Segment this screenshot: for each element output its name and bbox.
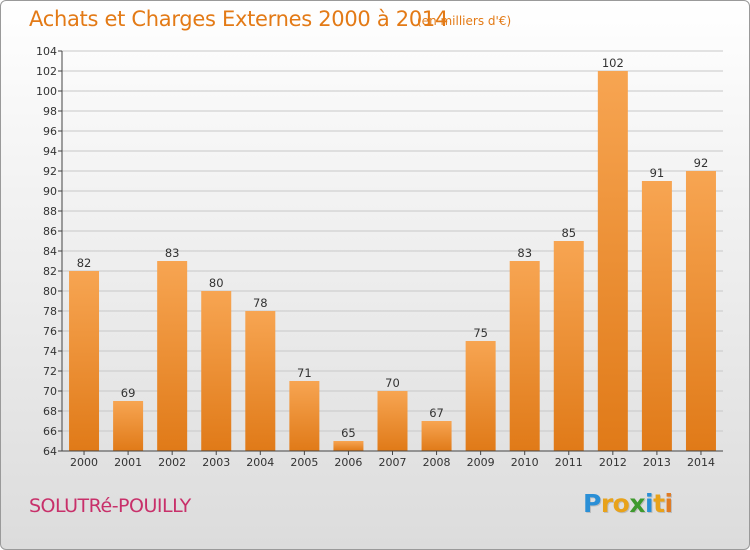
bar-value-label: 70 — [385, 376, 400, 390]
y-tick-label: 76 — [43, 325, 57, 338]
x-tick-label: 2010 — [511, 456, 539, 469]
bar-value-label: 67 — [429, 406, 444, 420]
y-tick-label: 102 — [36, 65, 57, 78]
x-tick-label: 2014 — [687, 456, 715, 469]
logo-letter: i — [645, 489, 654, 518]
y-tick-label: 92 — [43, 165, 57, 178]
x-tick-label: 2001 — [114, 456, 142, 469]
y-tick-label: 94 — [43, 145, 57, 158]
logo-letter: o — [612, 489, 630, 518]
bar-value-label: 82 — [77, 256, 92, 270]
y-tick-label: 78 — [43, 305, 57, 318]
bar — [113, 401, 144, 451]
bar-value-label: 71 — [297, 366, 312, 380]
y-tick-label: 104 — [36, 45, 57, 58]
x-tick-label: 2009 — [467, 456, 495, 469]
logo-letter: x — [629, 489, 645, 518]
y-tick-label: 90 — [43, 185, 57, 198]
y-tick-label: 86 — [43, 225, 57, 238]
logo-letter: t — [653, 489, 665, 518]
bar — [685, 171, 716, 451]
y-tick-label: 64 — [43, 445, 57, 458]
bar — [553, 241, 584, 451]
bar — [201, 291, 232, 451]
proxiti-logo: Proxiti — [583, 489, 673, 518]
bar-value-label: 91 — [650, 166, 665, 180]
x-tick-label: 2007 — [379, 456, 407, 469]
bar — [421, 421, 452, 451]
bar — [377, 391, 408, 451]
y-tick-label: 84 — [43, 245, 57, 258]
bar — [333, 441, 364, 451]
bar — [641, 181, 672, 451]
labels: 64 66 68 70 72 74 76 78 80 82 84 86 88 90 92 94 96 98 100 1… — [36, 45, 715, 469]
y-tick-label: 70 — [43, 385, 57, 398]
y-tick-label: 96 — [43, 125, 57, 138]
bar-value-label: 92 — [694, 156, 709, 170]
logo-letter: P — [583, 489, 601, 518]
bar-value-label: 65 — [341, 426, 356, 440]
y-tick-label: 66 — [43, 425, 57, 438]
bar-value-label: 80 — [209, 276, 224, 290]
y-tick-label: 68 — [43, 405, 57, 418]
x-tick-label: 2004 — [246, 456, 274, 469]
bar — [597, 71, 628, 451]
x-tick-label: 2002 — [158, 456, 186, 469]
logo-letter: i — [664, 489, 674, 518]
x-tick-label: 2011 — [555, 456, 583, 469]
y-tick-label: 88 — [43, 205, 57, 218]
bar — [245, 311, 276, 451]
y-tick-label: 82 — [43, 265, 57, 278]
bar-value-label: 69 — [121, 386, 136, 400]
y-tick-label: 72 — [43, 365, 57, 378]
bar-value-label: 75 — [473, 326, 488, 340]
bar — [289, 381, 320, 451]
y-tick-label: 98 — [43, 105, 57, 118]
chart-subtitle: (en milliers d'€) — [417, 14, 512, 28]
bar-value-label: 83 — [165, 246, 180, 260]
x-tick-label: 2013 — [643, 456, 671, 469]
bar-value-label: 85 — [561, 226, 576, 240]
y-tick-label: 100 — [36, 85, 57, 98]
x-tick-label: 2000 — [70, 456, 98, 469]
bar-value-label: 83 — [517, 246, 532, 260]
bar — [509, 261, 540, 451]
x-tick-label: 2005 — [290, 456, 318, 469]
bar — [465, 341, 496, 451]
bars — [69, 71, 716, 451]
bar-value-label: 78 — [253, 296, 268, 310]
chart-title: Achats et Charges Externes 2000 à 2014 — [29, 7, 449, 31]
bar — [69, 271, 100, 451]
x-tick-label: 2003 — [202, 456, 230, 469]
x-tick-label: 2012 — [599, 456, 627, 469]
bar-value-label: 102 — [602, 56, 624, 70]
axes — [58, 50, 723, 455]
bar — [157, 261, 188, 451]
x-tick-label: 2006 — [334, 456, 362, 469]
x-tick-label: 2008 — [423, 456, 451, 469]
y-tick-label: 74 — [43, 345, 57, 358]
commune-name: SOLUTRé-POUILLY — [29, 495, 191, 517]
y-tick-label: 80 — [43, 285, 57, 298]
logo-letter: r — [600, 489, 613, 518]
